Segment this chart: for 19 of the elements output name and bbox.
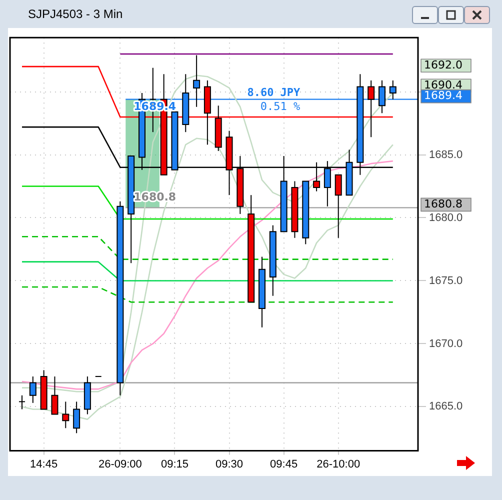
y-tick-label: 1675.0 bbox=[429, 274, 463, 287]
ref-line-label: 1689.4 bbox=[424, 89, 462, 102]
y-tick-label: 1665.0 bbox=[429, 400, 463, 413]
x-tick-label: 09:15 bbox=[160, 458, 188, 470]
y-tick-label: 1670.0 bbox=[429, 338, 463, 350]
annotation: 8.60 JPY bbox=[247, 86, 301, 100]
chart-title: SJPJ4503 - 3 Min bbox=[28, 7, 123, 21]
x-tick-label: 09:45 bbox=[270, 458, 298, 470]
text: 1692.0 bbox=[424, 58, 462, 72]
x-tick-label: 26-10:00 bbox=[316, 458, 360, 470]
y-tick-label: 1685.0 bbox=[429, 148, 463, 161]
annotation: 0.51 % bbox=[260, 100, 301, 114]
x-tick-label: 26-09:00 bbox=[98, 458, 142, 470]
y-tick-label: 1680.0 bbox=[429, 212, 463, 224]
x-tick-label: 09:30 bbox=[216, 458, 244, 470]
text: 1690.4 bbox=[424, 78, 462, 92]
candlestick bbox=[18, 394, 26, 410]
x-tick-label: 14:45 bbox=[30, 458, 58, 470]
ref-line-label: 1680.8 bbox=[424, 198, 462, 211]
